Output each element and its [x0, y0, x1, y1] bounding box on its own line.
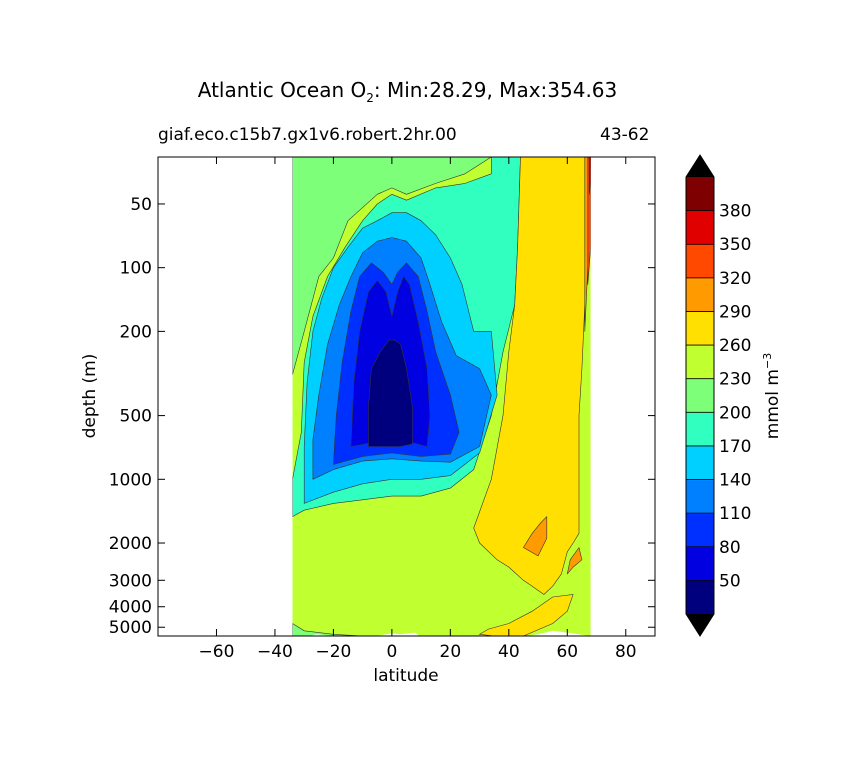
colorbar-segment [686, 513, 714, 548]
plot-area [292, 157, 591, 636]
x-tick-label: −20 [315, 642, 351, 662]
colorbar-tick-label: 200 [719, 403, 751, 423]
colorbar-segment [686, 210, 714, 245]
colorbar-segment [686, 311, 714, 346]
colorbar-segment [686, 378, 714, 413]
colorbar-label-exponent: −3 [761, 353, 774, 369]
x-tick-label: 20 [440, 642, 462, 662]
colorbar-outline [685, 154, 715, 637]
y-tick-label: 500 [120, 407, 152, 427]
chart-title: Atlantic Ocean O2: Min:28.29, Max:354.63 [0, 78, 815, 105]
colorbar-tick-label: 110 [719, 504, 751, 524]
contour-level-350 [588, 157, 591, 195]
seafloor-mask [292, 630, 591, 636]
x-tick-label: −40 [257, 642, 293, 662]
chart-title-subscript: 2 [366, 91, 374, 105]
colorbar-tick-label: 290 [719, 302, 751, 322]
contour-bottom-230 [292, 623, 363, 636]
colorbar-label-unit: mmol m [763, 369, 783, 439]
colorbar-segment [686, 277, 714, 312]
x-tick-label: 40 [498, 642, 520, 662]
contour-bottom-260 [478, 594, 574, 636]
y-axis-label: depth (m) [80, 354, 100, 439]
colorbar-extend-bottom [686, 614, 714, 636]
y-tick-label: 50 [130, 195, 152, 215]
contour-level-290 [523, 516, 548, 557]
x-axis-label: latitude [373, 666, 438, 686]
colorbar-tick-label: 140 [719, 471, 751, 491]
colorbar-tick-label: 260 [719, 336, 751, 356]
plot-frame [157, 156, 656, 637]
colorbar-segment [686, 412, 714, 447]
colorbar-extend-top [686, 155, 714, 177]
run-name-subtitle: giaf.eco.c15b7.gx1v6.robert.2hr.00 [158, 125, 457, 145]
contour-level-290 [566, 547, 583, 575]
colorbar-label: mmol m−3 [761, 353, 783, 439]
colorbar-tick-label: 380 [719, 202, 751, 222]
x-tick-label: −60 [199, 642, 235, 662]
colorbar-segment [686, 244, 714, 279]
contour-level-260 [473, 157, 586, 595]
x-tick-label: 0 [386, 642, 397, 662]
contour-level-50 [368, 339, 413, 447]
year-range-subtitle: 43-62 [600, 125, 650, 145]
colorbar-tick-label: 350 [719, 235, 751, 255]
y-tick-label: 100 [120, 259, 152, 279]
y-tick-label: 5000 [109, 618, 152, 638]
chart-title-prefix: Atlantic Ocean O [197, 78, 367, 102]
colorbar-tick-label: 320 [719, 269, 751, 289]
colorbar-segment [686, 546, 714, 581]
y-tick-label: 3000 [109, 571, 152, 591]
y-tick-label: 2000 [109, 534, 152, 554]
contour-level-230 [292, 157, 492, 375]
colorbar-segment [686, 479, 714, 514]
colorbar-segment [686, 445, 714, 481]
colorbar-tick-label: 230 [719, 370, 751, 390]
colorbar-tick-label: 80 [719, 538, 741, 558]
colorbar-segment [686, 580, 714, 615]
colorbar-tick-label: 50 [719, 571, 741, 591]
x-axis: −60 −40 −20 0 20 40 60 80 [199, 157, 637, 662]
colorbar-segment [686, 177, 714, 212]
colorbar-segment [686, 345, 714, 380]
y-tick-label: 4000 [109, 598, 152, 618]
colorbar: 50 80 110 140 170 200 230 260 290 320 350 380 [685, 154, 751, 637]
x-tick-label: 60 [556, 642, 578, 662]
contour-fills [292, 157, 591, 636]
y-tick-label: 1000 [109, 470, 152, 490]
x-tick-label: 80 [615, 642, 637, 662]
y-tick-label: 200 [120, 322, 152, 342]
chart-title-suffix: : Min:28.29, Max:354.63 [373, 78, 618, 102]
colorbar-tick-label: 170 [719, 437, 751, 457]
